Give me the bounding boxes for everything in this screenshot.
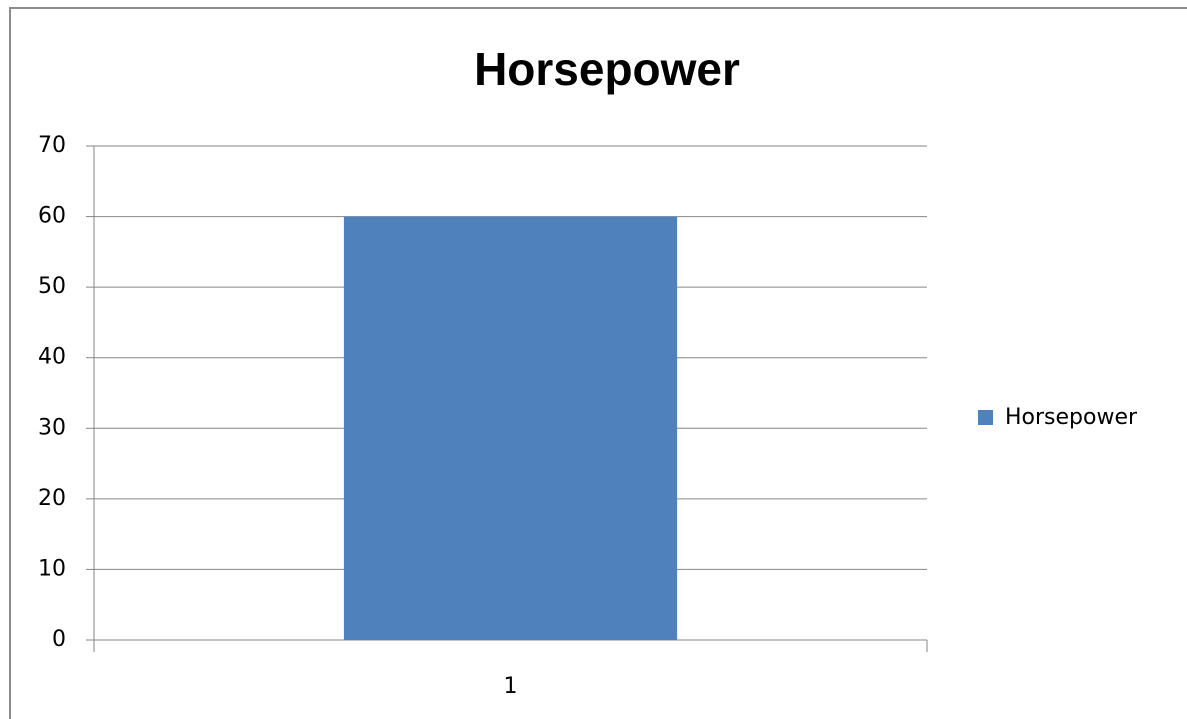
- y-tick-label: 60: [38, 204, 66, 229]
- chart-title: Horsepower: [474, 43, 740, 95]
- x-tick-label: 1: [504, 674, 518, 699]
- y-tick-label: 70: [38, 133, 66, 158]
- y-tick-label: 0: [52, 627, 66, 652]
- legend-label: Horsepower: [1005, 405, 1138, 430]
- y-tick-label: 40: [38, 345, 66, 370]
- bar: [343, 216, 678, 641]
- y-tick-label: 30: [38, 415, 66, 440]
- y-tick-label: 10: [38, 556, 66, 581]
- y-tick-label: 50: [38, 274, 66, 299]
- legend-swatch: [978, 410, 993, 425]
- y-tick-label: 20: [38, 486, 66, 511]
